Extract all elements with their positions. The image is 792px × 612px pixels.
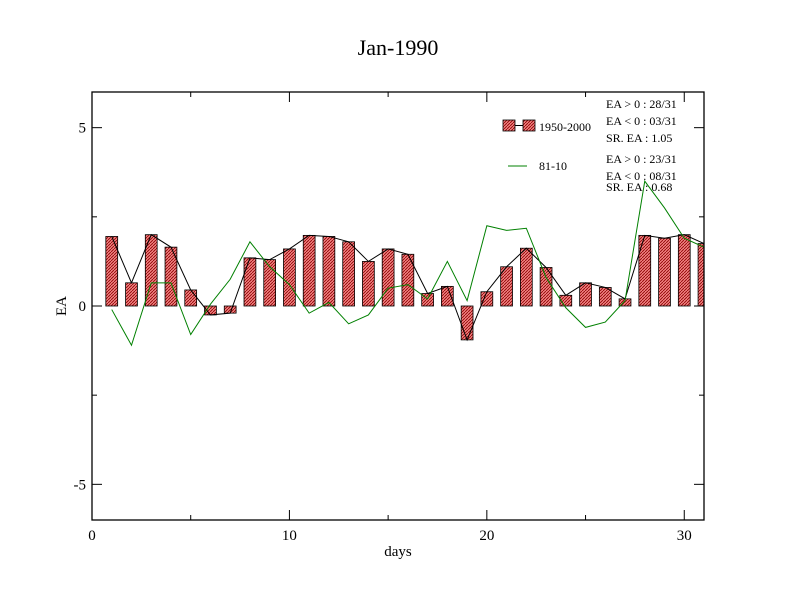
plot-frame	[91, 91, 705, 521]
series-line-81-10	[111, 179, 704, 347]
bar-1950-2000-day-30	[677, 234, 691, 307]
x-tick-label-30: 30	[677, 528, 692, 544]
bar-1950-2000-day-15	[381, 248, 395, 307]
stats-annotations: EA > 0 : 28/31 EA < 0 : 03/31 SR. EA : 1…	[606, 97, 677, 194]
axes: 0 10 20 30 -5 0 5	[74, 92, 704, 544]
y-tick-label-5: 5	[79, 121, 87, 137]
chart-title: Jan-1990	[358, 35, 439, 60]
stat-81-10-sr: SR. EA : 0.68	[606, 180, 672, 194]
y-axis-label: EA	[54, 296, 70, 316]
x-tick-label-20: 20	[479, 528, 494, 544]
legend-label-1950-2000: 1950-2000	[539, 120, 591, 134]
bar-1950-2000-day-14	[362, 261, 375, 307]
bar-1950-2000-day-12	[322, 236, 336, 307]
bar-1950-2000-day-22	[520, 247, 533, 307]
stat-1950-2000-negative: EA < 0 : 03/31	[606, 114, 677, 128]
bar-1950-2000-day-25	[579, 282, 592, 307]
bar-1950-2000-day-13	[342, 241, 355, 307]
legend-swatch-1950-2000	[502, 119, 516, 132]
legend: 1950-2000 81-10	[502, 119, 591, 173]
series-line-1950-2000	[111, 233, 704, 342]
bar-1950-2000-day-5	[184, 289, 198, 307]
bar-1950-2000-day-8	[243, 257, 257, 307]
stat-81-10-positive: EA > 0 : 23/31	[606, 152, 677, 166]
bar-1950-2000-day-10	[283, 248, 296, 307]
x-tick-label-0: 0	[88, 528, 96, 544]
y-tick-label--5: -5	[74, 477, 87, 493]
bar-1950-2000-day-11	[302, 234, 316, 307]
x-axis-label: days	[384, 544, 412, 560]
x-tick-label-10: 10	[282, 528, 297, 544]
legend-swatch-1950-2000-b	[522, 119, 536, 132]
bar-1950-2000-day-2	[125, 282, 138, 307]
stat-1950-2000-positive: EA > 0 : 28/31	[606, 97, 677, 111]
bar-1950-2000-day-20	[480, 291, 494, 307]
stat-81-10-negative: EA < 0 : 08/31	[606, 169, 677, 183]
bar-1950-2000-day-29	[658, 237, 671, 307]
bar-1950-2000-day-19	[460, 305, 474, 341]
legend-label-81-10: 81-10	[539, 159, 567, 173]
stat-1950-2000-sr: SR. EA : 1.05	[606, 131, 672, 145]
plot-area	[105, 179, 704, 347]
y-tick-label-0: 0	[79, 299, 87, 315]
bar-1950-2000-day-28	[638, 234, 652, 307]
